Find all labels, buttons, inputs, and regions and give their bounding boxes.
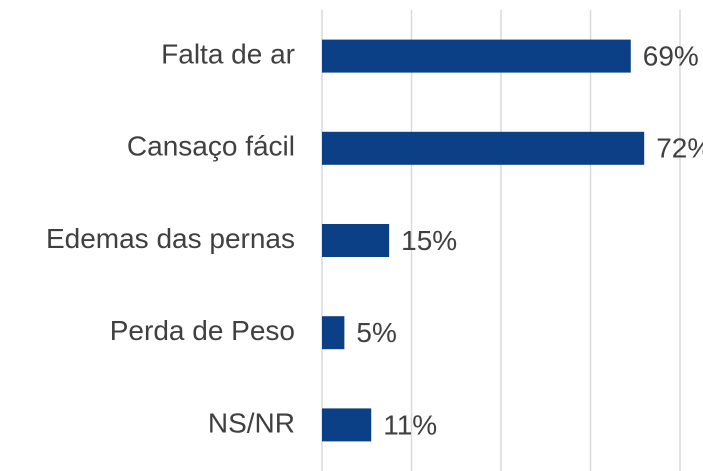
y-tick-label: Falta de ar — [161, 38, 295, 69]
value-label: 69% — [643, 40, 699, 71]
y-tick-label: Edemas das pernas — [46, 223, 295, 254]
y-tick-label: Cansaço fácil — [127, 131, 295, 162]
bar — [322, 224, 390, 257]
value-label: 11% — [383, 409, 437, 440]
bar — [322, 316, 345, 350]
value-label: 15% — [401, 225, 457, 256]
value-label: 5% — [356, 317, 396, 348]
bar — [322, 131, 645, 165]
value-label: 72% — [656, 133, 703, 164]
y-tick-label: Perda de Peso — [110, 315, 295, 346]
bar — [322, 408, 372, 442]
y-tick-label: NS/NR — [208, 407, 295, 438]
bar — [322, 39, 631, 73]
